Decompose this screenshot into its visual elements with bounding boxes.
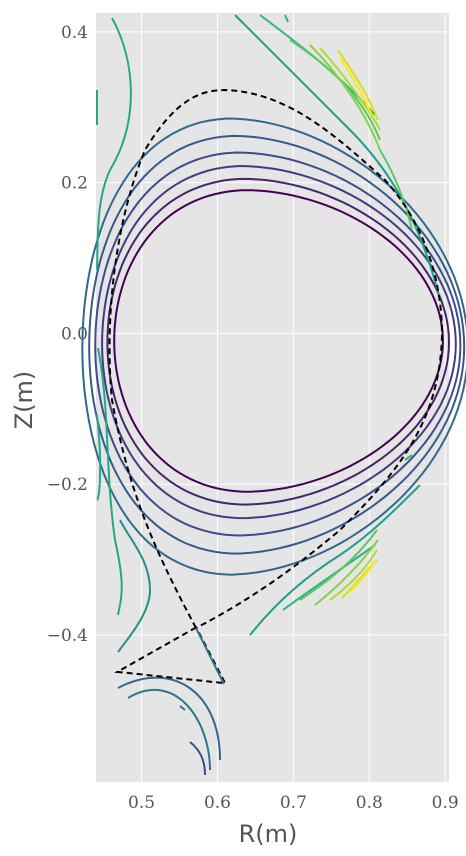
contour-line [379, 149, 413, 231]
contour-line [189, 741, 206, 776]
contour-line [234, 14, 441, 301]
contour-line [249, 484, 421, 636]
contour-line [282, 544, 376, 611]
contour-lines [81, 14, 466, 776]
contour-line [117, 519, 152, 653]
y-tick-label: 0.4 [61, 23, 88, 43]
y-tick-label: 0.2 [61, 174, 88, 194]
contour-line [339, 57, 373, 116]
contour-line [94, 151, 462, 537]
contour-line [337, 49, 379, 121]
x-tick-label: 0.5 [128, 793, 155, 813]
separatrix-line [108, 88, 444, 629]
plot-background [96, 13, 449, 782]
contour-line [319, 47, 381, 131]
divertor-leg [195, 627, 225, 685]
y-tick-label: −0.2 [47, 475, 88, 495]
contour-line [97, 347, 123, 616]
y-tick-label: −0.4 [47, 626, 88, 646]
x-tick-label: 0.8 [356, 793, 383, 813]
contour-line [179, 705, 186, 711]
contour-line [299, 529, 378, 601]
contour-line [404, 454, 413, 461]
contour-line [349, 559, 377, 593]
x-axis-label: R(m) [239, 820, 298, 848]
contour-line [96, 17, 132, 271]
contour-line [117, 676, 221, 761]
contour-line [329, 549, 378, 601]
contour-line [309, 44, 381, 151]
contour-line [88, 134, 466, 555]
contour-line [101, 164, 457, 520]
tick-labels: 0.5 0.6 0.7 0.8 0.9 −0.4 −0.2 0.0 0.2 0.4 [47, 23, 459, 813]
x-tick-label: 0.9 [432, 793, 459, 813]
contour-line [81, 117, 466, 576]
contour-line [127, 689, 211, 771]
contour-line [314, 539, 379, 606]
y-axis-label: Z(m) [10, 371, 38, 430]
contour-line [284, 14, 289, 23]
x-tick-label: 0.7 [280, 793, 307, 813]
separatrix-dashed [108, 88, 444, 685]
contour-line [96, 414, 102, 501]
contour-line [113, 189, 444, 493]
x-tick-label: 0.6 [204, 793, 231, 813]
contour-line [106, 177, 451, 506]
grid-lines [96, 13, 449, 782]
y-tick-label: 0.0 [61, 324, 88, 344]
